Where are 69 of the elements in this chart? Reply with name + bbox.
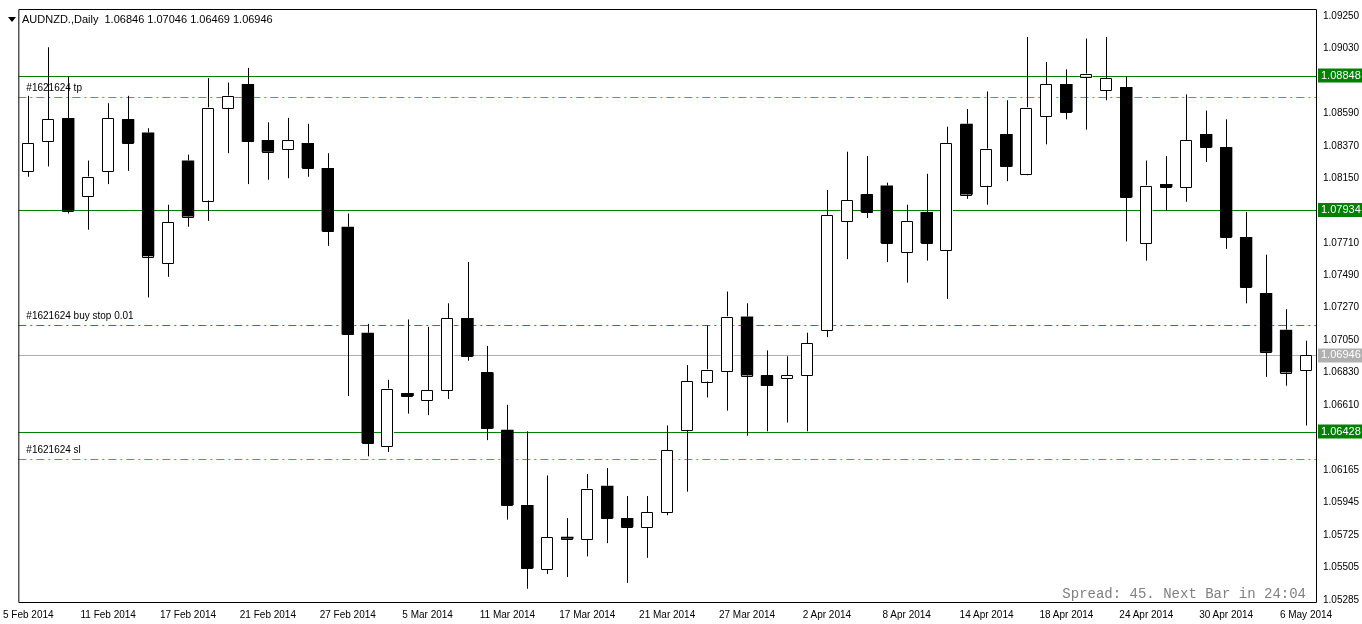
candlestick bbox=[940, 126, 953, 300]
candlestick bbox=[341, 213, 354, 397]
x-tick-label: 5 Mar 2014 bbox=[402, 608, 454, 620]
y-tick-label: 1.08150 bbox=[1323, 171, 1360, 183]
candlestick bbox=[800, 332, 814, 432]
x-tick-label: 30 Apr 2014 bbox=[1199, 608, 1254, 620]
candlestick bbox=[660, 424, 674, 516]
x-tick-label: 24 Apr 2014 bbox=[1119, 608, 1174, 620]
candlestick bbox=[1040, 61, 1053, 145]
candlestick bbox=[381, 379, 394, 453]
y-tick-label: 1.05725 bbox=[1323, 528, 1360, 540]
y-tick-label: 1.05945 bbox=[1323, 496, 1360, 508]
x-tick-label: 11 Mar 2014 bbox=[479, 608, 536, 620]
candlestick bbox=[521, 430, 534, 590]
candlestick bbox=[1299, 340, 1313, 427]
x-tick-label: 14 Apr 2014 bbox=[959, 608, 1014, 620]
y-tick-label: 1.09030 bbox=[1323, 42, 1360, 54]
candlestick bbox=[361, 323, 374, 457]
ref-line-label: 1.07934 bbox=[1321, 203, 1361, 216]
annotation: Spread: 45. Next Bar in 24:04 bbox=[1062, 586, 1306, 602]
ref-line-label: #1621624 buy stop 0.01 bbox=[26, 310, 135, 322]
x-tick-label: 11 Feb 2014 bbox=[80, 608, 137, 620]
y-tick-label: 1.05285 bbox=[1323, 593, 1360, 605]
y-tick-label: 1.06165 bbox=[1323, 464, 1360, 476]
candlestick bbox=[1239, 211, 1253, 304]
y-tick-label: 1.07490 bbox=[1323, 269, 1360, 281]
ref-line-label: 1.06946 bbox=[1321, 348, 1361, 361]
x-tick-label: 17 Mar 2014 bbox=[559, 608, 616, 620]
y-tick-label: 1.05505 bbox=[1323, 561, 1360, 573]
ref-line-label: #1621624 sl bbox=[26, 444, 81, 456]
x-tick-label: 18 Apr 2014 bbox=[1039, 608, 1094, 620]
y-tick-label: 1.06610 bbox=[1323, 398, 1360, 410]
x-tick-label: 6 May 2014 bbox=[1279, 608, 1333, 620]
x-tick-label: 17 Feb 2014 bbox=[159, 608, 217, 620]
candlestick bbox=[1120, 76, 1133, 242]
candlestick bbox=[781, 355, 793, 423]
x-tick-label: 5 Feb 2014 bbox=[3, 608, 55, 620]
candlestick bbox=[541, 474, 553, 575]
x-tick-label: 27 Feb 2014 bbox=[319, 608, 377, 620]
candlestick bbox=[1219, 118, 1233, 250]
candlestick bbox=[421, 326, 433, 416]
ref-line-label: 1.06428 bbox=[1321, 424, 1361, 437]
x-tick-label: 21 Feb 2014 bbox=[239, 608, 297, 620]
ref-line-label: 1.08848 bbox=[1321, 68, 1361, 81]
x-tick-label: 8 Apr 2014 bbox=[882, 608, 932, 620]
candlestick bbox=[1000, 99, 1013, 182]
candlestick bbox=[860, 155, 873, 219]
y-tick-label: 1.08590 bbox=[1323, 107, 1360, 119]
x-tick-label: 27 Mar 2014 bbox=[718, 608, 776, 620]
candlestick bbox=[1180, 93, 1192, 203]
x-tick-label: 21 Mar 2014 bbox=[639, 608, 696, 620]
y-tick-label: 1.07710 bbox=[1323, 236, 1360, 248]
chart-title: AUDNZD.,Daily 1.06846 1.07046 1.06469 1.06946 bbox=[22, 13, 273, 25]
candlestick bbox=[441, 302, 454, 400]
candlestick bbox=[481, 345, 494, 441]
candlestick bbox=[241, 67, 255, 185]
y-tick-label: 1.07050 bbox=[1323, 333, 1360, 345]
candlestick bbox=[1160, 155, 1173, 212]
y-tick-label: 1.07270 bbox=[1323, 301, 1360, 313]
candlestick bbox=[162, 204, 174, 278]
candlestick bbox=[321, 152, 334, 247]
y-tick-label: 1.08370 bbox=[1323, 139, 1360, 151]
y-tick-label: 1.06830 bbox=[1323, 366, 1360, 378]
candlestick bbox=[461, 261, 474, 362]
candlestick bbox=[1200, 110, 1213, 163]
y-tick-label: 1.09250 bbox=[1323, 10, 1360, 22]
candlestick bbox=[760, 349, 774, 432]
candlestick bbox=[601, 467, 614, 544]
x-tick-label: 2 Apr 2014 bbox=[802, 608, 852, 620]
